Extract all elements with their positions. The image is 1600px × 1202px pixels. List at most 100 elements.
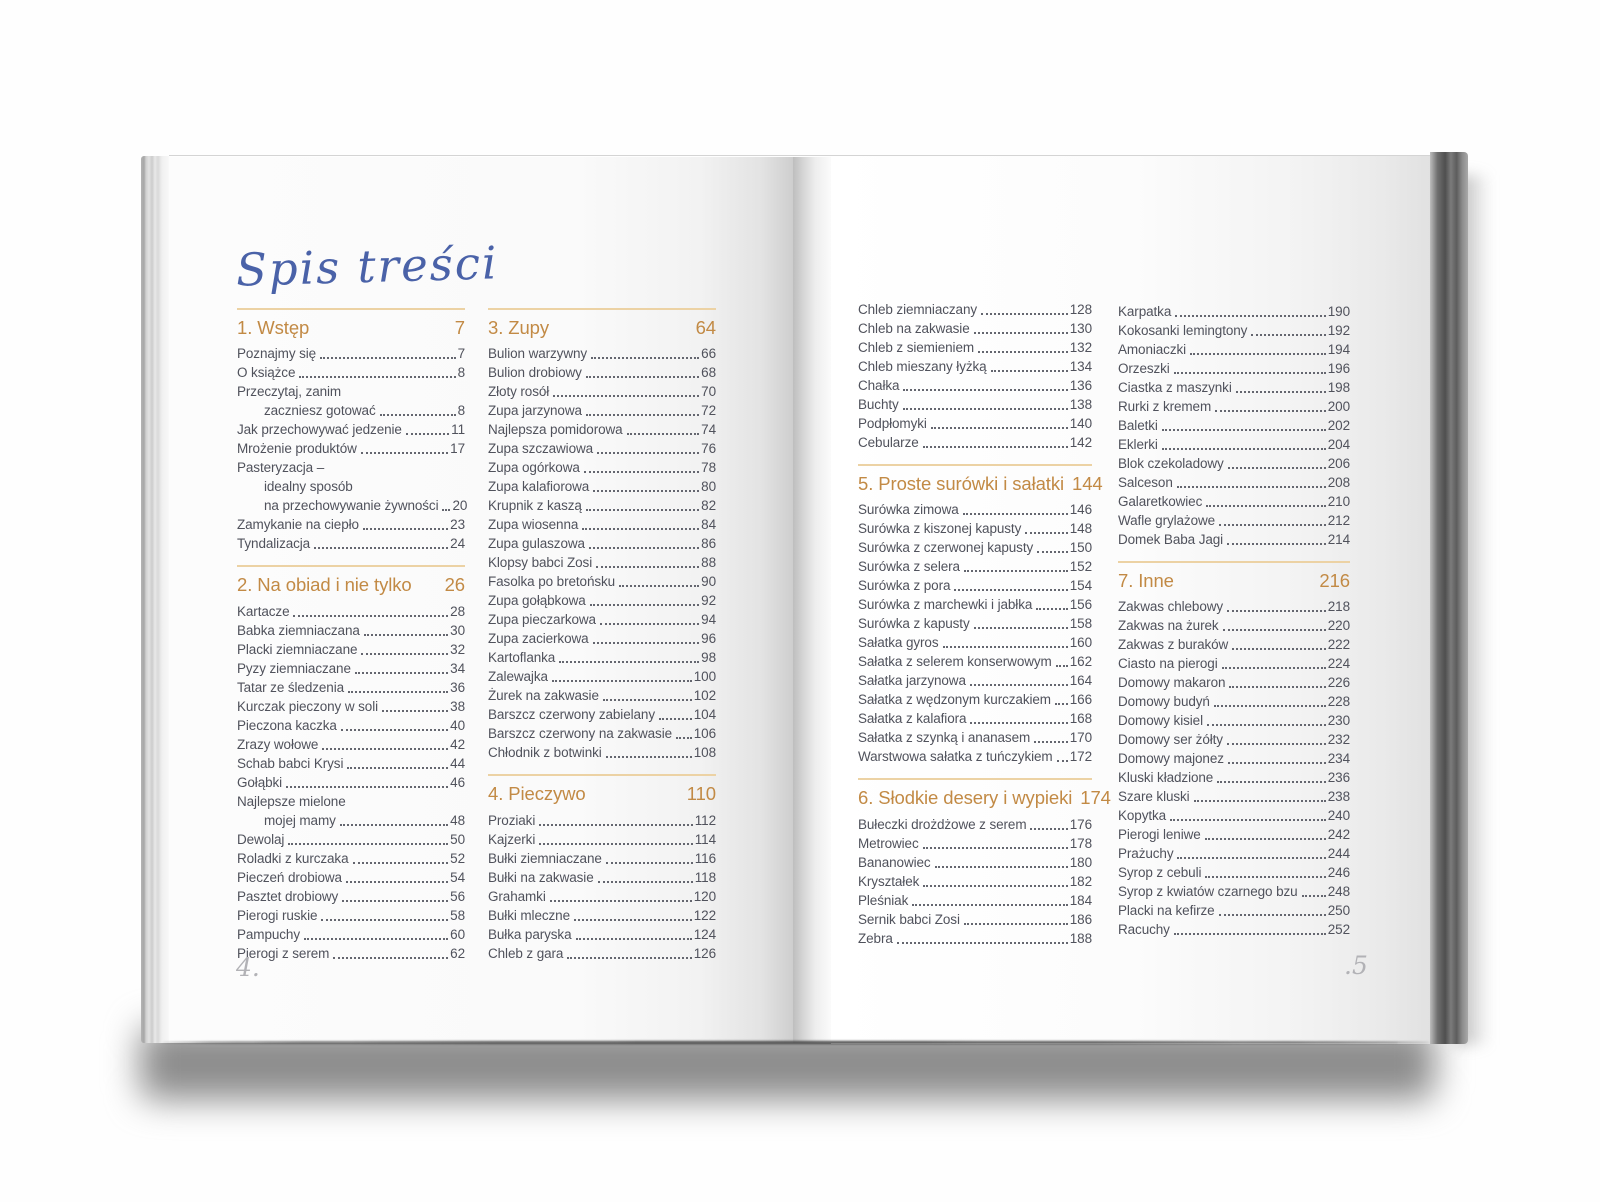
dot-leader [902,408,1068,410]
entry-page-number: 72 [701,403,716,419]
entry-title: Zupa ogórkowa [488,460,580,476]
section-title: 4. Pieczywo [488,783,586,805]
toc-entry-line: Chleb z gara 126 [488,944,716,963]
entry-title: Kluski kładzione [1118,770,1214,786]
dot-leader [1056,760,1068,763]
toc-entry-line: Bułki ziemniaczane 116 [488,849,716,868]
dot-leader [322,747,449,750]
entry-title: Sałatka z selerem konserwowym [858,654,1052,670]
entry-title: Pampuchy [237,926,300,942]
dot-leader [1215,410,1326,412]
toc-entry-line: Domowy kisiel 230 [1118,711,1350,730]
entry-title: Surówka z pora [858,578,951,594]
entry-page-number: 132 [1069,340,1092,355]
toc-entry-line: Blok czekoladowy 206 [1118,454,1350,473]
dot-leader [1190,353,1326,355]
toc-entry: Bulion warzywny 66 [488,344,716,363]
toc-entry: Kartoflanka 98 [488,648,716,667]
entry-page-number: 116 [694,850,716,866]
toc-entry: Prażuchy 244 [1118,844,1350,863]
entry-page-number: 240 [1327,808,1350,824]
toc-entry-line: Chleb z siemieniem 132 [858,338,1092,357]
dot-leader [567,956,692,959]
book-top-edge [169,155,1430,156]
entry-title: Pieczeń drobiowa [237,869,342,885]
toc-entry: Krupnik z kaszą 82 [488,496,716,515]
toc-entry: Kokosanki lemingtony 192 [1118,321,1350,340]
entry-title: zaczniesz gotować [264,403,376,419]
dot-leader [347,766,449,769]
toc-entry: Domowy ser żółty 232 [1118,730,1350,749]
entry-page-number: 106 [693,726,716,742]
toc-entry: Zupa szczawiowa 76 [488,439,716,458]
entry-page-number: 180 [1069,854,1092,870]
toc-entry: Orzeszki 196 [1118,359,1350,378]
dot-leader [1227,543,1326,545]
toc-entry: Bułeczki drożdżowe z serem 176 [858,815,1092,834]
toc-entry: Syrop z kwiatów czarnego bzu 248 [1118,882,1350,901]
dot-leader [1025,532,1068,535]
toc-entry-line: Sernik babci Zosi 186 [858,910,1092,929]
section-page-number: 26 [444,574,465,596]
entry-title: Przeczytaj, zanim [237,384,342,400]
toc-entry-line: Bułki na zakwasie 118 [488,868,716,887]
toc-entry: Bułki na zakwasie 118 [488,868,716,887]
entry-page-number: 152 [1069,559,1092,575]
dot-leader [1173,933,1326,936]
toc-entry-line: Surówka z marchewki i jabłka 156 [858,595,1092,614]
dot-leader [1173,372,1326,374]
toc-entry-line: Zupa gołąbkowa 92 [488,591,716,610]
toc-entry: Surówka zimowa 146 [858,500,1092,519]
dot-leader [973,332,1068,334]
toc-entry: Przeczytaj, zanim zaczniesz gotować 8 [237,382,465,420]
entry-title: Tyndalizacja [237,536,311,552]
entry-title: Bułki mleczne [488,907,570,923]
toc-entry: Barszcz czerwony na zakwasie 106 [488,724,716,743]
toc-section: 4. Pieczywo 110 Proziaki 112 Kajzerki 114 Bułk… [488,774,716,962]
toc-entry-line: Kopytka 240 [1118,806,1350,825]
toc-entry-line: Surówka z pora 154 [858,576,1092,595]
toc-entry-line: Galaretkowiec 210 [1118,492,1350,511]
toc-entry: Mrożenie produktów 17 [237,439,465,458]
entry-page-number: 74 [701,422,716,438]
toc-entry: Kluski kładzione 236 [1118,768,1350,787]
entry-page-number: 210 [1327,494,1350,509]
toc-entry: Najlepsze mielone mojej mamy 48 [237,792,465,830]
toc-entry: Zupa jarzynowa 72 [488,401,716,420]
entry-title: Chleb na zakwasie [858,321,970,336]
toc-entry-line: Tatar ze śledzenia 36 [237,678,465,697]
dot-leader [1221,667,1326,670]
entry-page-number: 56 [450,888,465,904]
toc-entry-line: Bułki mleczne 122 [488,906,716,925]
toc-entry-line: Syrop z cebuli 246 [1118,863,1350,882]
dot-leader [352,861,449,864]
toc-entry: Bułka paryska 124 [488,925,716,944]
entry-title: Grahamki [488,888,546,904]
toc-column-2: 3. Zupy 64 Bulion warzywny 66 Bulion drobiow… [488,308,716,963]
entry-title: Warstwowa sałatka z tuńczykiem [858,749,1053,765]
toc-entry: Surówka z pora 154 [858,576,1092,595]
entry-page-number: 212 [1327,513,1350,528]
entry-title: na przechowywanie żywności [264,498,439,514]
entry-title: Schab babci Krysi [237,755,344,771]
toc-entry-line: Fasolka po bretońsku 90 [488,572,716,591]
entry-page-number: 11 [451,422,465,438]
entry-page-number: 178 [1069,835,1092,851]
toc-entry: Placki ziemniaczane 32 [237,640,465,659]
dot-leader [963,570,1068,573]
entry-title: Sałatka jarzynowa [858,673,966,689]
entry-title: Bułki ziemniaczane [488,850,602,866]
book-bottom-edge [162,1041,1430,1044]
toc-entry-line: Placki na kefirze 250 [1118,901,1350,920]
entry-title: Bananowiec [858,854,931,870]
dot-leader [1213,705,1326,708]
toc-entry-line: Bulion drobiowy 68 [488,363,716,382]
entry-page-number: 120 [693,888,716,904]
entry-page-number: 52 [450,850,465,866]
toc-entry: Cebularze 142 [858,433,1092,452]
toc-entry: Placki na kefirze 250 [1118,901,1350,920]
toc-entry: Surówka z czerwonej kapusty 150 [858,538,1092,557]
toc-entry-line: Zupa kalafiorowa 80 [488,477,716,496]
entry-page-number: 128 [1069,302,1092,317]
toc-entry: Sałatka gyros 160 [858,633,1092,652]
